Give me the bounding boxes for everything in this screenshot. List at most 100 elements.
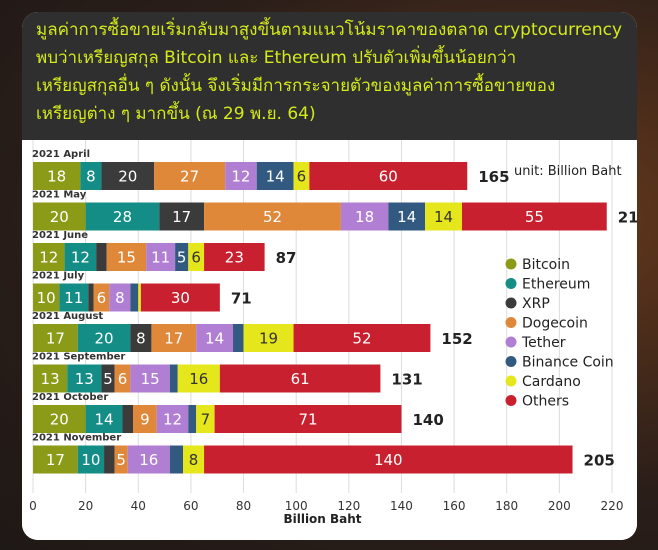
total-label: 87 [276, 249, 297, 267]
category-label: 2021 May [32, 190, 87, 201]
data-label: 10 [37, 289, 56, 307]
legend-marker [505, 336, 517, 348]
bar-segment [77, 324, 131, 352]
bar-segment [33, 324, 78, 352]
bar-segment [33, 445, 78, 474]
bar-segment [425, 202, 462, 231]
data-label: 11 [151, 249, 170, 267]
total-label: 140 [412, 411, 443, 429]
bar-segment [309, 162, 468, 190]
data-label: 15 [141, 370, 160, 388]
data-label: 6 [297, 168, 307, 186]
bar-segment [67, 364, 102, 393]
bar-segment [130, 364, 170, 393]
data-label: 10 [81, 451, 100, 469]
x-tick-label: 60 [183, 499, 198, 513]
legend-marker [505, 258, 517, 270]
bar-segment [130, 283, 139, 312]
bar-segment [340, 202, 389, 231]
legend-label: Ethereum [522, 277, 590, 293]
bar-segment [59, 283, 89, 312]
legend-label: Bitcoin [522, 257, 570, 273]
data-label: 17 [46, 330, 65, 348]
data-label: 140 [374, 451, 403, 469]
data-label: 18 [47, 168, 66, 186]
bar-segment [109, 283, 131, 312]
data-label: 61 [291, 370, 310, 388]
category-label: 2021 July [32, 271, 85, 282]
bar-segment [114, 445, 128, 474]
bar-segment [204, 445, 573, 474]
x-tick-label: 220 [601, 499, 624, 513]
bar-segment [188, 405, 197, 433]
bar-segment [175, 243, 189, 271]
bar-segment [33, 364, 68, 393]
bar-segment [85, 405, 123, 433]
data-label: 23 [225, 249, 244, 267]
legend-marker [505, 356, 517, 367]
data-label: 20 [95, 330, 114, 348]
bar-segment [225, 162, 257, 190]
data-label: 20 [50, 208, 69, 226]
bar-segment [159, 202, 205, 231]
data-label: 6 [97, 289, 107, 307]
bar-segment [243, 324, 294, 352]
bar-segment [169, 445, 184, 474]
category-label: 2021 September [32, 352, 125, 363]
total-label: 71 [231, 290, 252, 308]
bar-segment [96, 243, 107, 271]
data-label: 12 [39, 249, 58, 267]
data-label: 17 [172, 208, 191, 226]
bar-segment [33, 405, 86, 433]
data-label: 9 [140, 411, 150, 429]
bar-segment [256, 162, 294, 190]
category-label: 2021 August [32, 311, 103, 322]
bar-segment [64, 243, 97, 271]
bar-segment [104, 445, 115, 474]
data-label: 12 [163, 411, 182, 429]
data-label: 30 [171, 289, 190, 307]
header-line-4: เหรียญต่าง ๆ มากขึ้น (ณ 29 พ.ย. 64) [36, 104, 316, 124]
data-label: 14 [205, 330, 224, 348]
total-label: 165 [478, 168, 509, 186]
bar-segment [154, 162, 226, 190]
data-label: 52 [263, 208, 282, 226]
bar-segment [233, 324, 244, 352]
data-label: 60 [379, 168, 398, 186]
data-label: 27 [180, 168, 199, 186]
bar-segment [77, 445, 105, 474]
data-label: 13 [75, 370, 94, 388]
bar-segment [388, 202, 426, 231]
legend-label: Cardano [522, 374, 581, 390]
header-line-3: เหรียญสกุลอื่น ๆ ดังนั้น จึงเริ่มมีการกร… [36, 76, 556, 96]
bar-segment [196, 405, 215, 433]
legend-marker [505, 317, 517, 328]
bar-segment [204, 243, 265, 271]
x-tick-label: 140 [390, 499, 413, 513]
data-label: 14 [266, 168, 285, 186]
data-label: 6 [191, 249, 201, 267]
bar-segment [293, 324, 431, 352]
x-tick-label: 160 [443, 499, 466, 513]
legend-label: Binance Coin [522, 355, 614, 371]
bar-segment [188, 243, 205, 271]
data-label: 6 [118, 370, 128, 388]
legend-label: Dogecoin [522, 316, 588, 332]
legend-marker [505, 297, 517, 309]
x-tick-label: 180 [495, 499, 518, 513]
bar-segment [33, 243, 65, 271]
data-label: 8 [136, 330, 146, 348]
chart-card: มูลค่าการซื้อขายเริ่มกลับมาสูงขึ้นตามแนว… [22, 12, 637, 540]
x-tick-label: 120 [337, 499, 360, 513]
total-label: 131 [391, 371, 422, 389]
bar-segment [80, 162, 102, 190]
bar-segment [204, 202, 341, 231]
data-label: 52 [352, 330, 371, 348]
bar-segment [183, 445, 205, 474]
bar-segment [133, 405, 157, 433]
data-label: 16 [139, 451, 158, 469]
bar-segment [106, 243, 147, 271]
data-label: 7 [201, 411, 211, 429]
bar-segment [156, 405, 189, 433]
